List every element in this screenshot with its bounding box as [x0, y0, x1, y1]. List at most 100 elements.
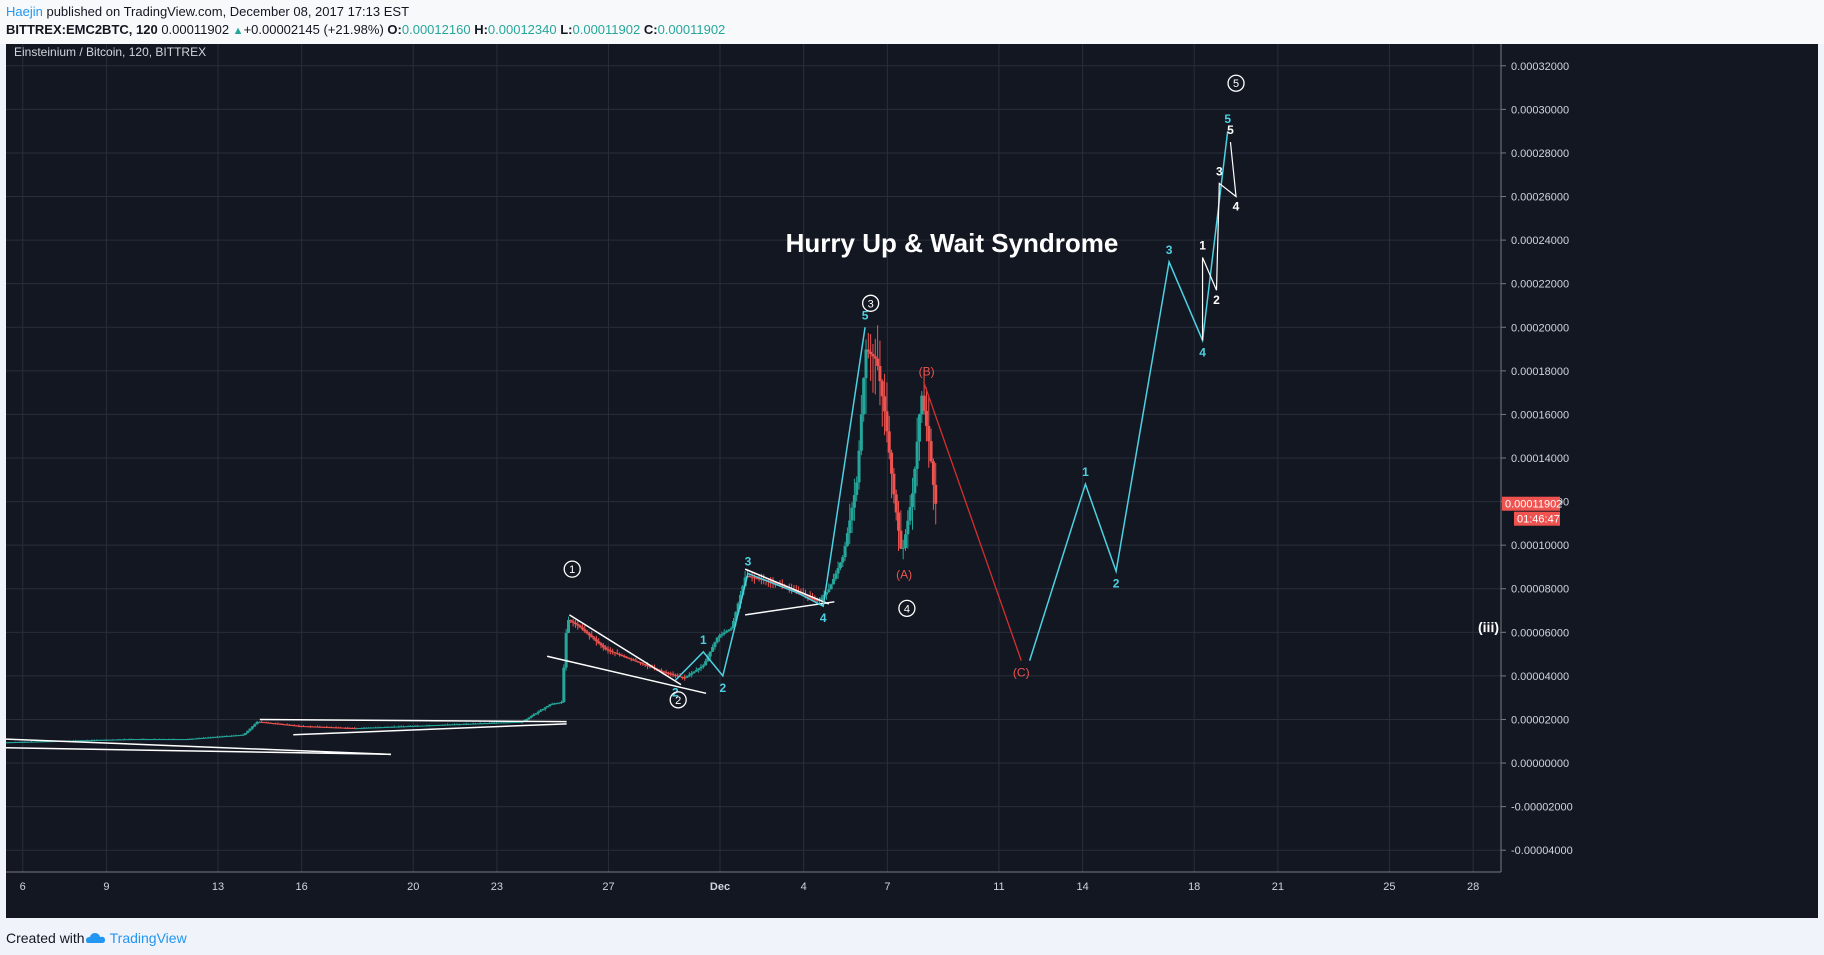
candle-body — [639, 662, 643, 664]
candle-body — [580, 627, 584, 630]
candle-body — [171, 739, 175, 741]
y-tick-label: 0.00004000 — [1511, 671, 1569, 683]
candle-body — [20, 741, 24, 743]
candle-body — [111, 739, 115, 741]
wave-label: 3 — [1166, 243, 1173, 257]
candle-body — [513, 721, 517, 723]
candle-body — [620, 655, 624, 657]
candle-body — [429, 725, 433, 727]
candle-body — [594, 639, 598, 642]
candle-body — [901, 547, 905, 549]
countdown-text: 01:46:47 — [1517, 514, 1560, 526]
candle-body — [269, 722, 273, 724]
wave-label-b: (B) — [919, 365, 935, 379]
candle-body — [88, 740, 92, 742]
candle-body — [148, 739, 152, 741]
candle-body — [448, 724, 452, 726]
candle-body — [578, 625, 582, 628]
x-tick-label: 4 — [801, 881, 807, 893]
trendline — [569, 614, 682, 686]
price-chart[interactable]: 0.00032000 0.00030000 0.00028000 0.00026000… — [4, 44, 1818, 918]
candle-body — [678, 676, 682, 678]
y-tick-label: 0.00024000 — [1511, 235, 1569, 247]
candle-body — [332, 727, 336, 729]
candle-body — [81, 740, 85, 742]
candle-body — [611, 651, 615, 653]
chart-area[interactable]: 0.00032000 0.00030000 0.00028000 0.00026000… — [4, 44, 1818, 918]
candle-body — [397, 726, 401, 728]
candle-body — [862, 378, 866, 415]
candle-body — [339, 727, 343, 729]
candle-body — [325, 726, 329, 728]
candle-body — [587, 633, 591, 636]
y-tick-label: 0.00002000 — [1511, 714, 1569, 726]
symbol-label: BITTREX:EMC2BTC, 120 — [6, 22, 158, 37]
candle-body — [769, 581, 773, 583]
candle-body — [178, 739, 182, 741]
candle-body — [288, 724, 292, 726]
candle-body — [204, 737, 208, 739]
candle-body — [755, 577, 759, 579]
candle-body — [455, 724, 459, 726]
candle-body — [443, 724, 447, 726]
candle-body — [25, 741, 29, 743]
low-value: 0.00011902 — [572, 22, 641, 37]
candle-body — [541, 708, 545, 711]
candle-body — [146, 739, 150, 741]
candle-body — [234, 735, 238, 737]
candle-body — [39, 741, 43, 743]
candle-body — [264, 722, 268, 724]
candle-body — [829, 584, 833, 590]
x-tick-label: 20 — [407, 881, 419, 893]
wave-label: 4 — [1199, 345, 1206, 359]
candle-body — [350, 727, 354, 729]
candle-body — [432, 725, 436, 727]
candle-body — [422, 725, 426, 727]
candle-body — [820, 597, 824, 601]
tradingview-logo[interactable]: TradingView — [86, 930, 187, 946]
wave-label: 4 — [820, 611, 827, 625]
publish-info: Haejin published on TradingView.com, Dec… — [6, 4, 409, 19]
candle-body — [555, 702, 559, 704]
candle-body — [381, 727, 385, 729]
candle-body — [457, 724, 461, 726]
y-tick-label: 0.00016000 — [1511, 409, 1569, 421]
circled-wave-marker — [1227, 74, 1245, 92]
candle-body — [525, 719, 529, 721]
candle-body — [139, 739, 143, 741]
up-arrow-icon: ▲ — [232, 25, 244, 37]
candle-body — [808, 596, 812, 598]
candle-body — [190, 738, 194, 740]
candle-body — [636, 661, 640, 663]
candle-body — [174, 739, 178, 741]
candle-body — [83, 740, 87, 742]
candle-body — [606, 649, 610, 651]
candle-body — [413, 725, 417, 727]
candle-body — [629, 658, 633, 660]
candle-body — [571, 621, 575, 623]
y-tick-label: -0.00004000 — [1511, 845, 1573, 857]
candle-body — [355, 728, 359, 730]
candle-body — [917, 414, 921, 442]
candle-body — [576, 624, 580, 626]
wave-label: 2 — [1113, 576, 1120, 590]
author-link[interactable]: Haejin — [6, 4, 43, 19]
candle-body — [281, 724, 285, 726]
circled-wave-marker — [861, 294, 880, 312]
candle-body — [597, 641, 601, 644]
candle-body — [418, 725, 422, 727]
candle-body — [845, 533, 849, 546]
candle-body — [592, 637, 596, 640]
wave-iii-label: (iii) — [1478, 619, 1499, 635]
candle-body — [399, 726, 403, 728]
candle-body — [834, 573, 838, 579]
candle-body — [685, 676, 689, 678]
candle-body — [153, 739, 157, 741]
candle-body — [357, 728, 361, 730]
candle-body — [446, 724, 450, 726]
candle-body — [671, 674, 675, 676]
y-tick-label: 0.00032000 — [1511, 61, 1569, 73]
candle-body — [85, 740, 89, 742]
candle-body — [608, 650, 612, 652]
candle-body — [102, 739, 106, 741]
